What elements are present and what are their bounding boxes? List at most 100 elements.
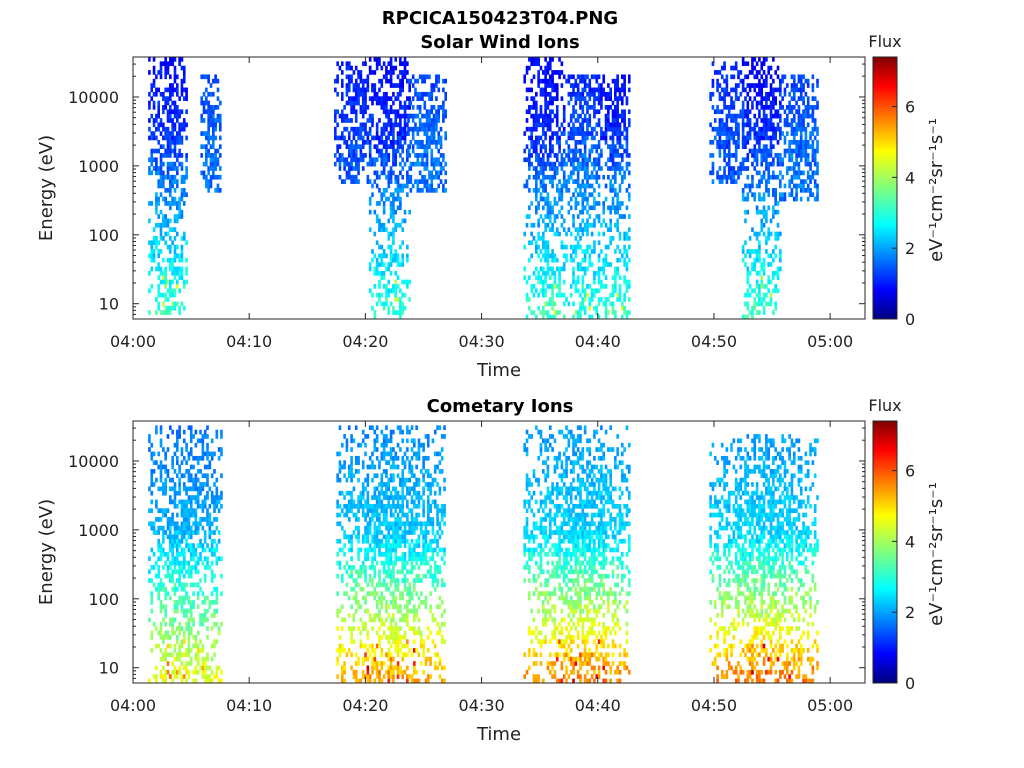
solar-wind-spectrogram-cell [166, 257, 170, 263]
solar-wind-spectrogram-cell [772, 126, 775, 132]
solar-wind-spectrogram-cell [371, 135, 374, 141]
solar-wind-spectrogram-cell [741, 100, 745, 106]
cometary-spectrogram-cell [155, 460, 158, 465]
cometary-spectrogram-cell [185, 543, 188, 548]
cometary-spectrogram-cell [366, 556, 370, 562]
solar-wind-spectrogram-cell [618, 214, 622, 219]
solar-wind-spectrogram-cell [576, 87, 580, 93]
solar-wind-spectrogram-cell [602, 266, 606, 272]
solar-wind-spectrogram-cell [209, 113, 213, 119]
solar-wind-spectrogram-cell [765, 179, 768, 184]
solar-wind-spectrogram-cell [611, 201, 615, 206]
cometary-spectrogram-cell [366, 503, 370, 509]
solar-wind-spectrogram-cell [607, 118, 610, 123]
solar-wind-spectrogram-cell [148, 253, 151, 259]
solar-wind-spectrogram-cell [576, 96, 580, 101]
solar-wind-spectrogram-cell [604, 161, 608, 167]
solar-wind-spectrogram-cell [182, 236, 186, 241]
solar-wind-spectrogram-cell [614, 109, 617, 115]
solar-wind-spectrogram-cell [530, 78, 533, 84]
solar-wind-spectrogram-cell [166, 139, 170, 145]
cometary-spectrogram-cell [182, 508, 186, 513]
cometary-spectrogram-cell [371, 508, 374, 513]
solar-wind-spectrogram-cell [200, 153, 204, 158]
cometary-spectrogram-cell [199, 556, 202, 562]
solar-wind-spectrogram-cell [401, 70, 405, 75]
solar-wind-spectrogram-cell [354, 96, 358, 101]
solar-wind-spectrogram-cell [600, 222, 603, 228]
solar-wind-spectrogram-cell [762, 310, 766, 315]
solar-wind-spectrogram-cell [152, 78, 156, 84]
solar-wind-spectrogram-cell [562, 131, 566, 136]
solar-wind-spectrogram-cell [171, 87, 174, 93]
solar-wind-spectrogram-cell [597, 161, 601, 167]
cometary-spectrogram-cell [187, 652, 191, 658]
solar-wind-spectrogram-cell [535, 109, 538, 115]
solar-wind-spectrogram-cell [567, 188, 571, 193]
solar-wind-spectrogram-cell [392, 126, 395, 132]
solar-wind-spectrogram-cell [442, 78, 445, 84]
solar-wind-spectrogram-cell [361, 61, 365, 67]
solar-wind-spectrogram-cell [159, 222, 163, 228]
solar-wind-spectrogram-cell [205, 153, 208, 158]
solar-wind-spectrogram-cell [345, 174, 349, 180]
solar-wind-spectrogram-cell [746, 305, 750, 311]
solar-wind-spectrogram-cell [380, 244, 384, 250]
solar-wind-spectrogram-cell [744, 109, 747, 115]
solar-wind-spectrogram-cell [609, 183, 612, 189]
cometary-spectrogram-cell [164, 613, 167, 618]
solar-wind-spectrogram-cell [762, 170, 766, 176]
solar-wind-spectrogram-cell [755, 122, 759, 128]
cometary-spectrogram-cell [180, 503, 184, 509]
cometary-spectrogram-cell [178, 573, 181, 579]
solar-wind-spectrogram-cell [574, 227, 578, 232]
solar-wind-spectrogram-cell [597, 91, 601, 97]
cometary-spectrogram-cell [182, 503, 186, 509]
solar-wind-spectrogram-cell [347, 87, 351, 93]
solar-wind-spectrogram-cell [560, 70, 564, 75]
solar-wind-spectrogram-cell [779, 179, 782, 184]
solar-wind-spectrogram-cell [625, 262, 629, 267]
solar-wind-spectrogram-cell [173, 305, 177, 311]
solar-wind-spectrogram-cell [567, 74, 571, 80]
solar-wind-spectrogram-cell [180, 139, 184, 145]
solar-wind-spectrogram-cell [162, 301, 165, 307]
cometary-spectrogram-cell [180, 626, 184, 631]
solar-wind-spectrogram-cell [548, 253, 552, 259]
solar-wind-spectrogram-cell [799, 131, 803, 136]
solar-wind-spectrogram-cell [537, 118, 540, 123]
solar-wind-spectrogram-cell [758, 292, 761, 298]
solar-wind-spectrogram-cell [162, 96, 165, 101]
solar-wind-spectrogram-cell [616, 96, 619, 101]
cometary-spectrogram-cell [345, 591, 349, 596]
solar-wind-y-tick-label: 10 [99, 295, 119, 314]
solar-wind-spectrogram-cell [774, 305, 777, 311]
solar-wind-spectrogram-cell [544, 253, 547, 259]
cometary-spectrogram-cell [354, 469, 358, 474]
solar-wind-spectrogram-cell [799, 113, 803, 119]
cometary-spectrogram-cell [361, 669, 365, 675]
cometary-spectrogram-cell [185, 512, 188, 518]
solar-wind-spectrogram-cell [347, 96, 351, 101]
solar-wind-spectrogram-cell [373, 91, 377, 97]
solar-wind-spectrogram-cell [205, 144, 208, 149]
solar-wind-spectrogram-cell [364, 131, 367, 136]
solar-wind-spectrogram-cell [430, 174, 434, 180]
solar-wind-spectrogram-cell [799, 139, 803, 145]
cometary-spectrogram-cell [180, 547, 184, 553]
solar-wind-spectrogram-cell [790, 153, 794, 158]
solar-wind-spectrogram-cell [569, 284, 573, 289]
solar-wind-spectrogram-cell [366, 83, 370, 88]
solar-wind-spectrogram-cell [205, 131, 208, 136]
cometary-spectrogram-cell [166, 591, 170, 596]
cometary-spectrogram-cell [201, 499, 205, 505]
cometary-spectrogram-cell [194, 455, 198, 461]
cometary-spectrogram-cell [199, 429, 202, 435]
solar-wind-spectrogram-cell [772, 144, 775, 149]
cometary-spectrogram-cell [178, 665, 181, 671]
solar-wind-spectrogram-cell [555, 109, 559, 115]
solar-wind-spectrogram-cell [625, 253, 629, 259]
cometary-spectrogram-cell [347, 499, 351, 505]
solar-wind-spectrogram-cell [537, 74, 540, 80]
cometary-spectrogram-cell [155, 425, 158, 431]
